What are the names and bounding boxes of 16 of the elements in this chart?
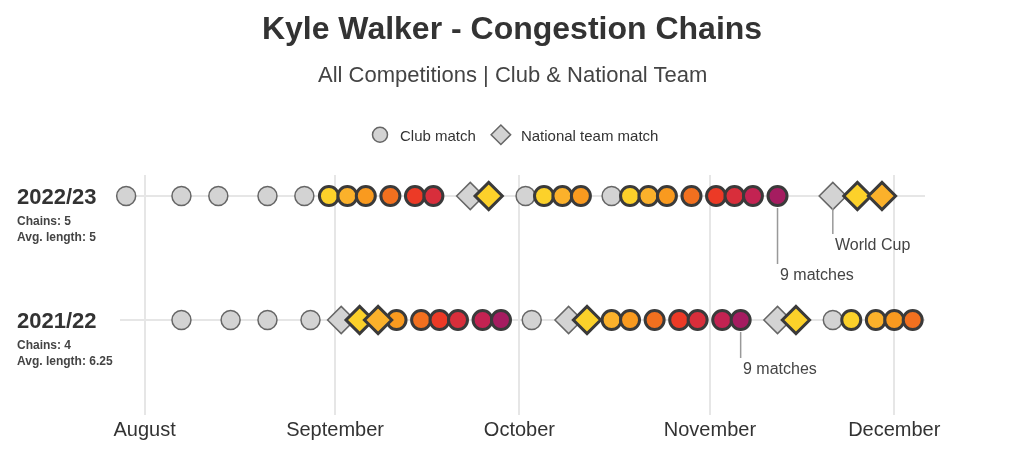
chart-subtitle: All Competitions | Club & National Team — [318, 62, 708, 87]
legend-label: Club match — [400, 126, 476, 144]
x-tick-label: December — [848, 418, 941, 440]
x-tick-label: October — [483, 418, 556, 440]
annotation: World Cup — [835, 236, 911, 253]
chart-title: Kyle Walker - Congestion Chains — [261, 10, 763, 47]
annotation: 9 matches — [780, 266, 854, 283]
x-tick-label: November — [663, 418, 757, 440]
text: Chains: 5 Avg. length: 5 — [17, 214, 97, 244]
annotation: 9 matches — [743, 360, 817, 377]
text: 2022/23 — [17, 184, 97, 209]
legend-label: National team match — [520, 126, 659, 144]
x-tick-label: September — [286, 418, 385, 440]
text: Chains: 4 Avg. length: 6.25 — [17, 338, 113, 368]
text: 2021/22 — [17, 308, 97, 333]
x-tick-label: August — [113, 418, 177, 440]
